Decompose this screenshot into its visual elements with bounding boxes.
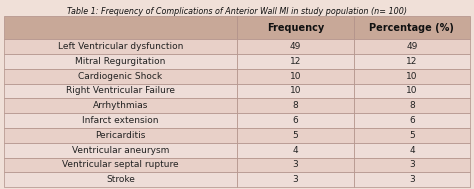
Text: Right Ventricular Failure: Right Ventricular Failure <box>66 86 175 95</box>
Bar <box>237 54 354 69</box>
Bar <box>237 98 354 113</box>
Bar <box>4 98 237 113</box>
Bar <box>4 84 237 98</box>
Bar <box>4 113 237 128</box>
Text: 49: 49 <box>290 42 301 51</box>
Text: Arrhythmias: Arrhythmias <box>93 101 148 110</box>
Text: 6: 6 <box>409 116 415 125</box>
Text: 12: 12 <box>290 57 301 66</box>
Bar <box>354 113 470 128</box>
Text: 3: 3 <box>409 175 415 184</box>
Text: Mitral Regurgitation: Mitral Regurgitation <box>75 57 165 66</box>
Bar <box>4 54 237 69</box>
Bar <box>4 69 237 84</box>
Text: 10: 10 <box>290 86 301 95</box>
Bar <box>237 157 354 172</box>
Text: 10: 10 <box>406 72 418 81</box>
Bar <box>4 16 237 39</box>
Text: Ventricular aneurysm: Ventricular aneurysm <box>72 146 169 155</box>
Bar <box>354 69 470 84</box>
Text: 6: 6 <box>292 116 298 125</box>
Bar <box>354 84 470 98</box>
Bar <box>237 16 354 39</box>
Bar <box>237 69 354 84</box>
Text: 5: 5 <box>292 131 298 140</box>
Bar <box>237 128 354 143</box>
Text: Stroke: Stroke <box>106 175 135 184</box>
Text: 4: 4 <box>292 146 298 155</box>
Bar <box>354 98 470 113</box>
Text: 4: 4 <box>409 146 415 155</box>
Text: 3: 3 <box>292 160 298 169</box>
Text: 3: 3 <box>292 175 298 184</box>
Text: 10: 10 <box>406 86 418 95</box>
Text: Pericarditis: Pericarditis <box>95 131 146 140</box>
Bar <box>4 128 237 143</box>
Text: 3: 3 <box>409 160 415 169</box>
Text: 10: 10 <box>290 72 301 81</box>
Bar <box>354 16 470 39</box>
Bar <box>4 143 237 157</box>
Bar <box>237 143 354 157</box>
Bar <box>4 39 237 54</box>
Text: Left Ventricular dysfunction: Left Ventricular dysfunction <box>58 42 183 51</box>
Text: Cardiogenic Shock: Cardiogenic Shock <box>78 72 163 81</box>
Bar <box>354 39 470 54</box>
Bar <box>354 128 470 143</box>
Text: 5: 5 <box>409 131 415 140</box>
Bar <box>237 84 354 98</box>
Bar <box>354 54 470 69</box>
Text: Frequency: Frequency <box>267 23 324 33</box>
Bar <box>354 157 470 172</box>
Text: 12: 12 <box>406 57 418 66</box>
Text: Percentage (%): Percentage (%) <box>369 23 455 33</box>
Text: Infarct extension: Infarct extension <box>82 116 159 125</box>
Bar <box>354 172 470 187</box>
Text: Ventricular septal rupture: Ventricular septal rupture <box>62 160 179 169</box>
Bar <box>237 172 354 187</box>
Text: 8: 8 <box>409 101 415 110</box>
Bar <box>237 113 354 128</box>
Bar <box>354 143 470 157</box>
Bar <box>4 172 237 187</box>
Bar <box>4 157 237 172</box>
Text: 49: 49 <box>406 42 418 51</box>
Text: 8: 8 <box>292 101 298 110</box>
Bar <box>237 39 354 54</box>
Text: Table 1: Frequency of Complications of Anterior Wall MI in study population (n= : Table 1: Frequency of Complications of A… <box>67 7 407 16</box>
